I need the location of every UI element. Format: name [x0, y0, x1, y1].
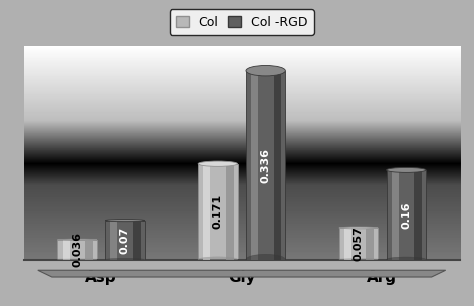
Bar: [387, 170, 426, 260]
Bar: [339, 228, 378, 260]
Ellipse shape: [198, 257, 237, 262]
Ellipse shape: [246, 65, 285, 76]
Legend: Col, Col -RGD: Col, Col -RGD: [170, 9, 314, 35]
Ellipse shape: [105, 259, 145, 261]
Ellipse shape: [387, 257, 426, 262]
Bar: [366, 228, 374, 260]
Ellipse shape: [387, 167, 426, 172]
Bar: [226, 164, 234, 260]
Bar: [203, 164, 210, 260]
Text: 0.171: 0.171: [213, 194, 223, 230]
Ellipse shape: [105, 220, 145, 222]
Bar: [246, 71, 285, 260]
Bar: [392, 170, 399, 260]
Ellipse shape: [57, 239, 97, 241]
Ellipse shape: [198, 161, 237, 166]
Bar: [110, 221, 118, 260]
Text: 0.336: 0.336: [261, 148, 271, 183]
Bar: [57, 240, 97, 260]
Bar: [63, 240, 70, 260]
Ellipse shape: [57, 259, 97, 260]
Ellipse shape: [339, 259, 378, 260]
Bar: [198, 164, 237, 260]
Ellipse shape: [339, 227, 378, 229]
Bar: [133, 221, 141, 260]
Text: 0.036: 0.036: [72, 233, 82, 267]
Polygon shape: [38, 270, 446, 277]
Bar: [85, 240, 93, 260]
Text: 0.057: 0.057: [354, 227, 364, 261]
Text: 0.07: 0.07: [120, 227, 130, 254]
Text: 0.16: 0.16: [401, 201, 411, 229]
Bar: [251, 71, 258, 260]
Ellipse shape: [246, 254, 285, 265]
Bar: [344, 228, 351, 260]
Bar: [414, 170, 422, 260]
Bar: [273, 71, 282, 260]
Bar: [105, 221, 145, 260]
